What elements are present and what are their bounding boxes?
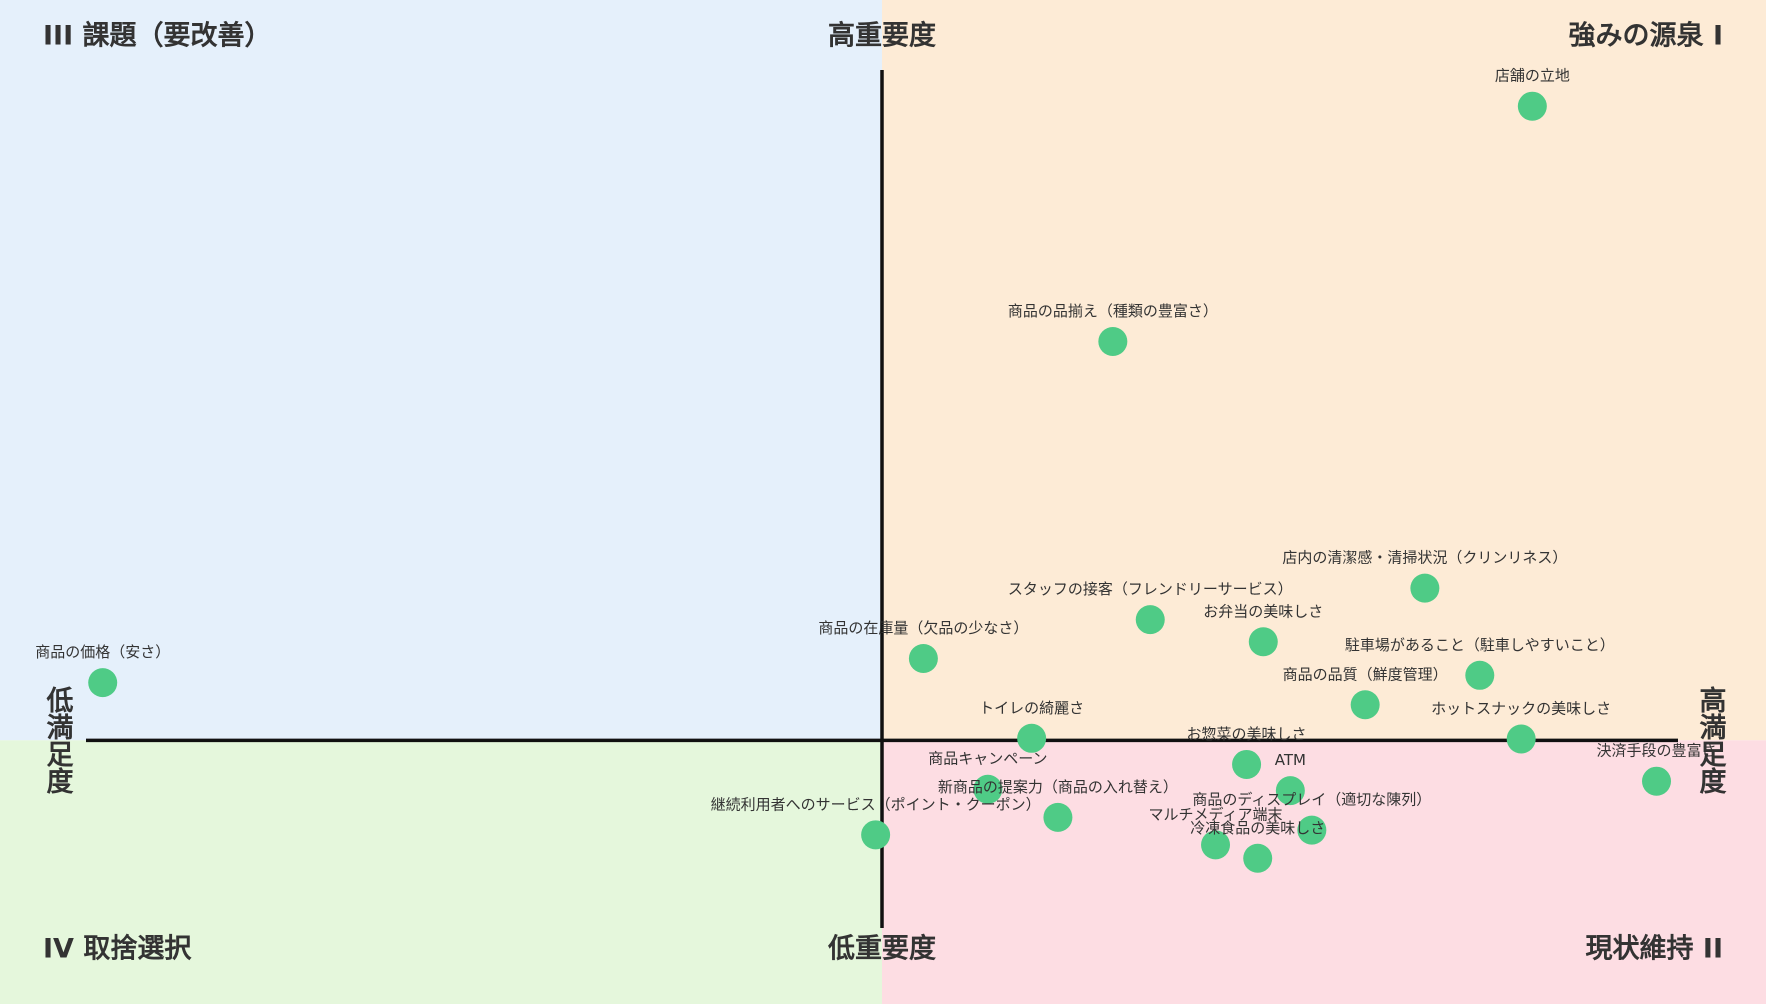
quadrant-bg xyxy=(0,740,882,1004)
point-label: マルチメディア端末 xyxy=(1149,805,1283,823)
point xyxy=(973,774,1003,804)
quadrant-label: IV 取捨選択 xyxy=(43,933,192,965)
point-label: 商品キャンペーン xyxy=(928,750,1047,768)
point-label: 駐車場があること（駐車しやすいこと） xyxy=(1345,636,1615,654)
point xyxy=(1232,749,1262,779)
point xyxy=(1297,815,1327,845)
point xyxy=(861,820,891,850)
point xyxy=(908,644,938,674)
point xyxy=(1465,660,1495,690)
quadrant-bg xyxy=(882,740,1766,1004)
point xyxy=(1017,723,1047,753)
axis-label: 低満足度 xyxy=(42,686,75,795)
point-label: 店舗の立地 xyxy=(1495,67,1570,85)
point xyxy=(1506,724,1536,754)
point xyxy=(1201,830,1231,860)
point-label: 商品の価格（安さ） xyxy=(35,643,170,661)
point-label: スタッフの接客（フレンドリーサービス） xyxy=(1008,580,1293,598)
point-label: トイレの綺麗さ xyxy=(979,699,1084,717)
point xyxy=(1517,91,1547,121)
point xyxy=(1275,776,1305,806)
quadrant-label: 強みの源泉 I xyxy=(1569,20,1723,52)
point-label: 店内の清潔感・清掃状況（クリンリネス） xyxy=(1282,549,1567,567)
point xyxy=(1350,690,1380,720)
axis-label: 高重要度 xyxy=(828,20,936,52)
point-label: ホットスナックの美味しさ xyxy=(1431,699,1611,717)
point-label: お弁当の美味しさ xyxy=(1203,602,1323,620)
point-label: お惣菜の美味しさ xyxy=(1187,725,1307,743)
point-label: 商品の品揃え（種類の豊富さ） xyxy=(1008,302,1218,320)
point-label: 冷凍食品の美味しさ xyxy=(1190,819,1325,837)
point xyxy=(1243,843,1273,873)
point xyxy=(1248,627,1278,657)
quadrant-label: 現状維持 II xyxy=(1586,934,1724,965)
quadrant-bg xyxy=(882,0,1766,741)
quadrant-bg xyxy=(0,0,882,741)
quadrant-label: III 課題（要改善） xyxy=(43,20,272,52)
point-label: 商品の品質（鮮度管理） xyxy=(1283,665,1448,683)
point xyxy=(1410,573,1440,603)
point-label: 商品の在庫量（欠品の少なさ） xyxy=(818,619,1028,637)
axis-label: 低重要度 xyxy=(827,933,936,965)
point-label: 決済手段の豊富さ xyxy=(1597,742,1717,760)
point xyxy=(1135,605,1165,635)
axis-label: 高満足度 xyxy=(1695,685,1727,795)
point xyxy=(1043,802,1073,832)
point xyxy=(1642,766,1672,796)
point-label: 新商品の提案力（商品の入れ替え） xyxy=(938,778,1178,796)
point-label: 商品のディスプレイ（適切な陳列） xyxy=(1192,791,1431,809)
point-label: ATM xyxy=(1275,751,1306,769)
point xyxy=(1098,326,1128,356)
point xyxy=(88,668,118,698)
point-label: 継続利用者へのサービス（ポイント・クーポン） xyxy=(711,795,1041,813)
